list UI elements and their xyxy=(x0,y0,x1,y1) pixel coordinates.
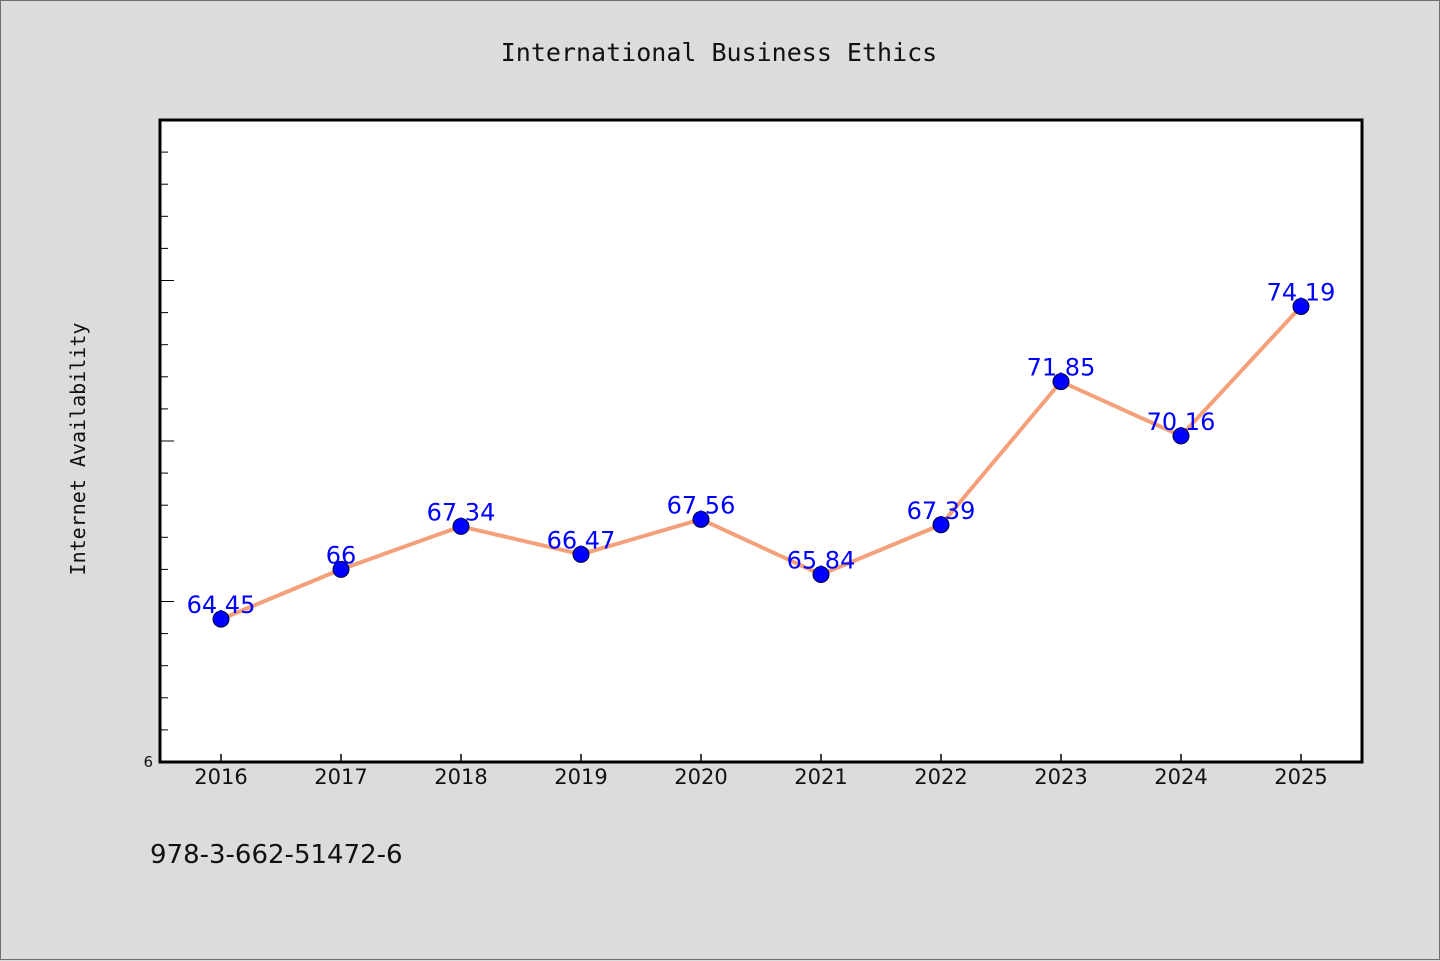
data-label: 67.34 xyxy=(427,498,496,526)
data-markers xyxy=(212,298,1310,628)
x-tick-label: 2022 xyxy=(914,765,967,789)
x-axis-ticks xyxy=(220,754,1302,762)
x-tick-label: 2019 xyxy=(554,765,607,789)
data-label: 67.39 xyxy=(907,497,976,525)
data-point xyxy=(212,610,230,628)
x-tick-label: 2021 xyxy=(794,765,847,789)
y-axis-min-label: 6 xyxy=(143,753,153,771)
series-line-group xyxy=(220,305,1303,622)
x-tick-label: 2020 xyxy=(674,765,727,789)
isbn-text: 978-3-662-51472-6 xyxy=(150,840,403,870)
x-tick-label: 2018 xyxy=(434,765,487,789)
x-axis-tick-labels: 2016 2017 2018 2019 2020 2021 2022 2023 2024 2025 xyxy=(194,765,1327,789)
data-point xyxy=(812,566,830,584)
data-label: 71.85 xyxy=(1027,354,1096,382)
data-label: 66 xyxy=(326,541,357,569)
data-label: 70.16 xyxy=(1147,408,1216,436)
x-tick-label: 2024 xyxy=(1154,765,1207,789)
plot-area xyxy=(158,118,1364,764)
data-point xyxy=(692,510,710,528)
data-point xyxy=(1292,298,1310,316)
y-axis-label: Internet Availability xyxy=(66,323,90,576)
data-label: 65.84 xyxy=(787,547,856,575)
y-axis-ticks xyxy=(160,151,174,731)
series-line xyxy=(220,305,1303,622)
data-label: 66.47 xyxy=(547,526,616,554)
data-point xyxy=(1052,373,1070,391)
data-label: 74.19 xyxy=(1267,279,1336,307)
x-tick-label: 2017 xyxy=(314,765,367,789)
data-point xyxy=(932,516,950,534)
data-label: 64.45 xyxy=(187,591,256,619)
data-label: 67.56 xyxy=(667,491,736,519)
data-labels: 64.45 66 67.34 66.47 67.56 65.84 67.39 71.85 70.… xyxy=(187,279,1336,620)
x-tick-label: 2023 xyxy=(1034,765,1087,789)
data-point xyxy=(452,517,470,535)
x-tick-label: 2016 xyxy=(194,765,247,789)
x-tick-label: 2025 xyxy=(1274,765,1327,789)
chart-title: International Business Ethics xyxy=(501,38,938,67)
data-point xyxy=(572,545,590,563)
data-point xyxy=(332,560,350,578)
data-point xyxy=(1172,427,1190,445)
